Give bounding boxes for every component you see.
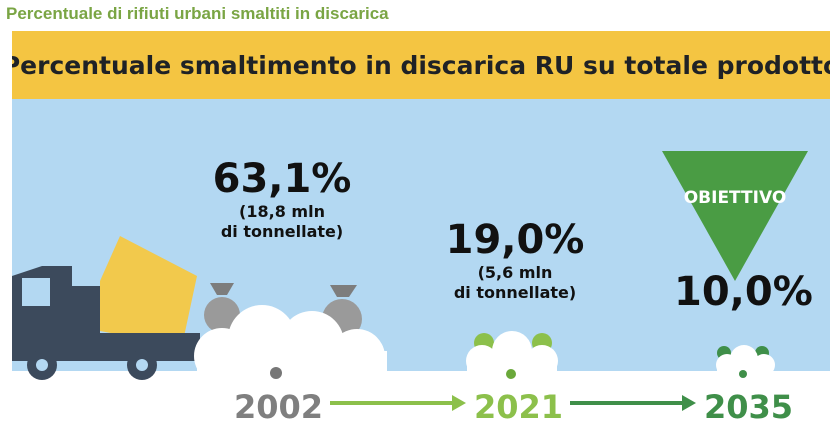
year-2021: 2021 bbox=[474, 388, 564, 426]
stat-2021-percent: 19,0% bbox=[445, 217, 585, 263]
landfill-mound-2021 bbox=[466, 331, 558, 377]
stat-2035-percent: 10,0% bbox=[674, 269, 813, 315]
landfill-scene bbox=[12, 151, 830, 426]
stat-2002-note-line1: (18,8 mln bbox=[239, 202, 325, 221]
page-title: Percentuale di rifiuti urbani smaltiti i… bbox=[6, 4, 389, 23]
garbage-truck-icon bbox=[12, 236, 200, 380]
stat-2002-percent: 63,1% bbox=[212, 156, 352, 202]
stat-2021-note-line2: di tonnellate) bbox=[453, 283, 577, 302]
landfill-mound-2035 bbox=[716, 345, 775, 376]
infographic-panel: Percentuale smaltimento in discarica RU … bbox=[12, 31, 830, 426]
stat-2002: 63,1% (18,8 mln di tonnellate) bbox=[212, 156, 352, 242]
stat-2021-note-line1: (5,6 mln bbox=[477, 263, 553, 282]
stat-2021: 19,0% (5,6 mln di tonnellate) bbox=[440, 217, 590, 303]
banner-title: Percentuale smaltimento in discarica RU … bbox=[12, 50, 830, 80]
arrow-right-icon bbox=[330, 395, 466, 411]
arrow-right-icon bbox=[570, 395, 696, 411]
year-2002: 2002 bbox=[234, 388, 324, 426]
stat-2002-note-line2: di tonnellate) bbox=[220, 222, 344, 241]
title-banner: Percentuale smaltimento in discarica RU … bbox=[12, 31, 830, 99]
landfill-mound-2002 bbox=[194, 305, 387, 385]
goal-label: OBIETTIVO bbox=[683, 188, 787, 208]
stat-2035: 10,0% bbox=[674, 269, 813, 315]
year-2035: 2035 bbox=[704, 388, 794, 426]
goal-triangle-icon bbox=[662, 151, 808, 281]
